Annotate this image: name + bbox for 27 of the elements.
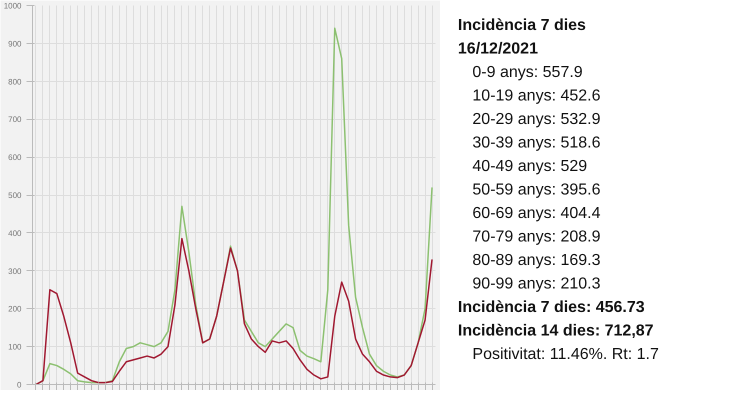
y-tick-label: 600 [8,153,22,162]
y-tick-label: 300 [8,266,22,276]
text: Incidència 7 dies [458,16,586,34]
text: Positivitat: 11.46%. Rt: 1.7 [472,346,659,363]
y-tick-label: 200 [8,304,22,314]
y-tick-label: 0 [17,380,22,390]
text: 30-39 anys: 518.6 [472,134,601,152]
text: 16/12/2021 [458,40,538,58]
y-tick-label: 500 [8,191,22,200]
y-tick-label: 1000 [4,2,22,10]
y-tick-label: 800 [8,77,22,86]
y-tick-label: 400 [8,228,22,238]
text: 50-59 anys: 395.6 [472,181,601,198]
text: 10-19 anys: 452.6 [472,87,601,104]
text: 0-9 anys: 557.9 [472,64,583,81]
text: Incidència 7 dies: 456.73 [458,298,645,316]
line-series [35,238,433,384]
text: 20-29 anys: 532.9 [472,110,601,128]
y-tick-label: 900 [8,39,22,48]
text: Incidència 14 dies: 712,87 [458,322,654,340]
y-tick-label: 100 [8,342,22,352]
y-tick-label: 700 [8,115,22,124]
text: 80-89 anys: 169.3 [472,252,601,269]
text: 70-79 anys: 208.9 [472,228,601,246]
text: 60-69 anys: 404.4 [472,204,601,222]
text: 40-49 anys: 529 [472,158,588,175]
text: 90-99 anys: 210.3 [472,275,601,292]
